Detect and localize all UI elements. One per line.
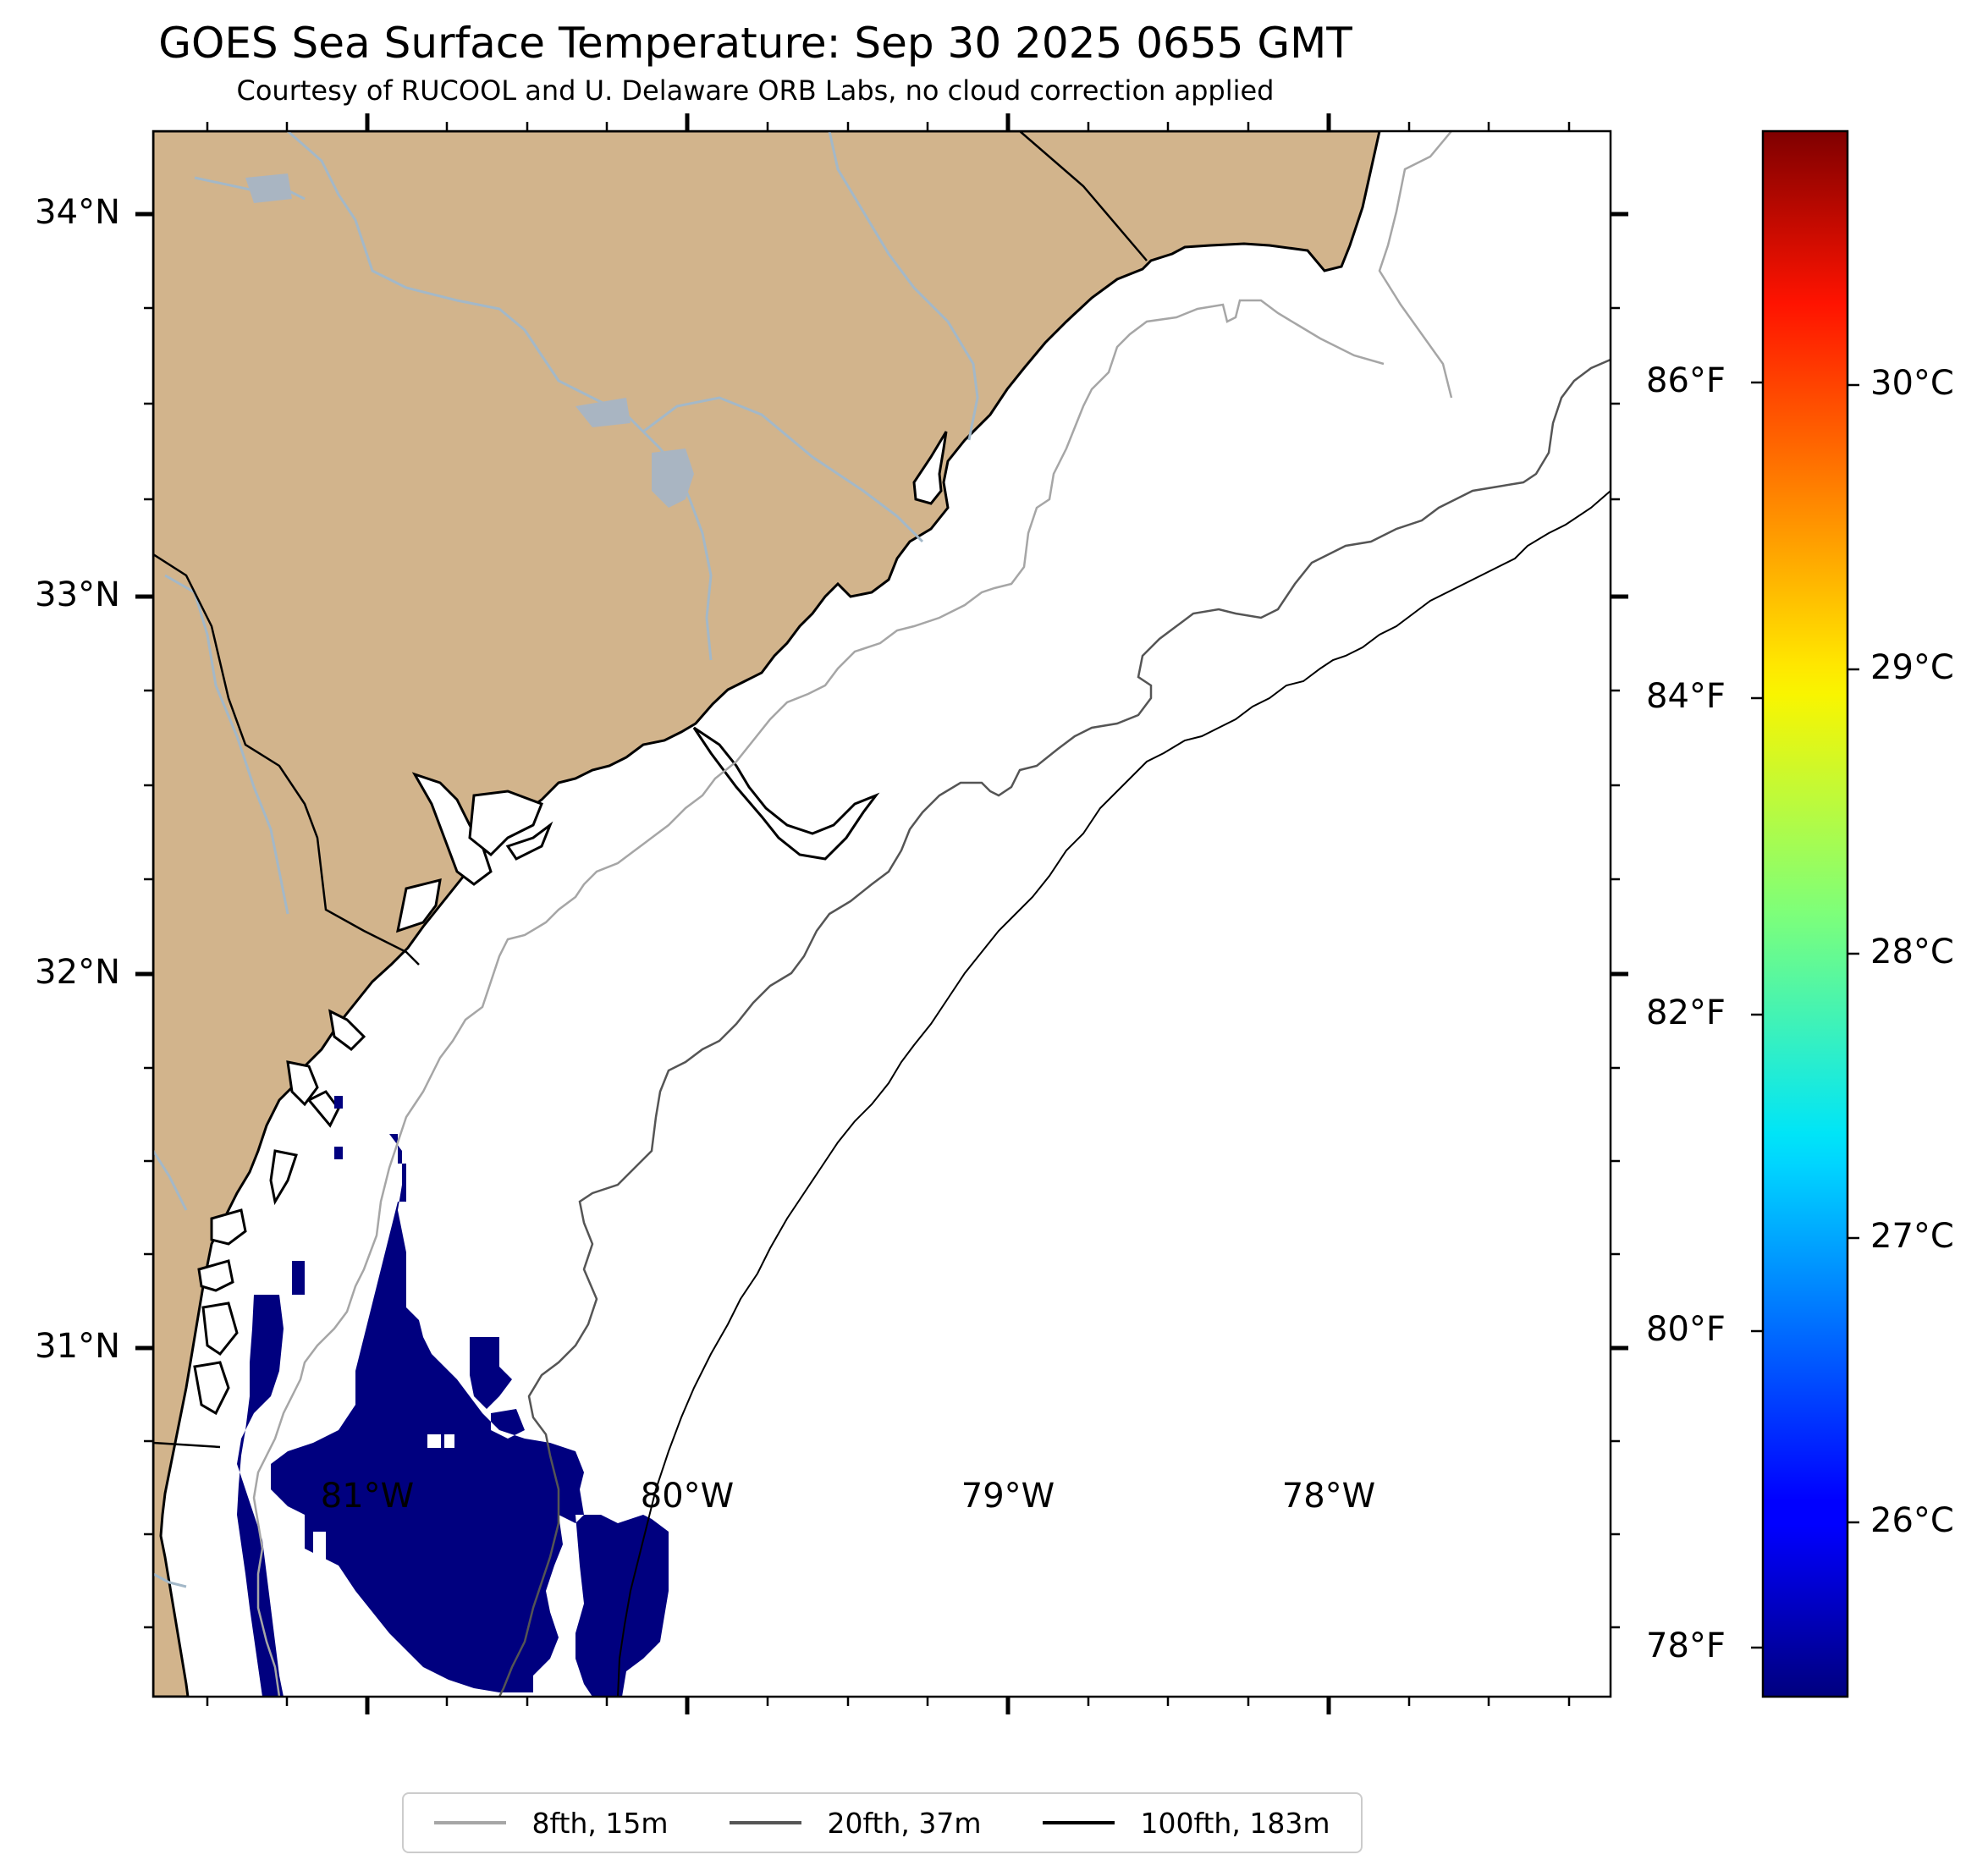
isobath-legend: 8fth, 15m 20fth, 37m 100fth, 183m	[402, 1792, 1363, 1853]
legend-swatch-100fth	[1043, 1821, 1115, 1824]
sst-data	[237, 1096, 669, 1697]
lat-label-31n: 31°N	[35, 1327, 120, 1366]
lat-label-32n: 32°N	[35, 953, 120, 992]
map-frame	[151, 129, 1612, 1698]
map-plot-area	[153, 131, 1611, 1697]
legend-item-8fth: 8fth, 15m	[434, 1806, 669, 1840]
legend-item-100fth: 100fth, 183m	[1043, 1807, 1330, 1840]
legend-label-8fth: 8fth, 15m	[531, 1806, 669, 1840]
colorbar-c-26: 26°C	[1870, 1501, 1954, 1540]
land-mass	[153, 131, 1381, 1697]
legend-label-20fth: 20fth, 37m	[827, 1806, 982, 1840]
colorbar-c-29: 29°C	[1870, 648, 1954, 687]
lat-label-33n: 33°N	[35, 575, 120, 614]
state-borders	[153, 131, 1148, 1449]
lon-label-78w: 78°W	[1281, 1477, 1376, 1516]
colorbar-f-86: 86°F	[1646, 361, 1726, 400]
lon-label-79w: 79°W	[961, 1477, 1055, 1516]
colorbar	[1761, 129, 1849, 1698]
colorbar-c-27: 27°C	[1870, 1217, 1954, 1256]
legend-swatch-8fth	[434, 1821, 507, 1824]
isobath-100fth	[617, 490, 1611, 1697]
isobath-20fth	[498, 358, 1611, 1697]
colorbar-c-30: 30°C	[1870, 364, 1954, 403]
isobath-8fth	[252, 131, 1453, 1697]
map-title: GOES Sea Surface Temperature: Sep 30 202…	[158, 19, 1352, 68]
lon-label-81w: 81°W	[320, 1477, 415, 1516]
legend-label-100fth: 100fth, 183m	[1140, 1806, 1330, 1840]
map-subtitle: Courtesy of RUCOOL and U. Delaware ORB L…	[236, 74, 1275, 107]
lon-label-80w: 80°W	[640, 1477, 735, 1516]
lat-label-34n: 34°N	[35, 193, 120, 232]
colorbar-c-28: 28°C	[1870, 933, 1954, 971]
colorbar-f-80: 80°F	[1646, 1310, 1726, 1349]
legend-item-20fth: 20fth, 37m	[730, 1807, 981, 1840]
colorbar-f-82: 82°F	[1646, 993, 1726, 1032]
legend-swatch-20fth	[730, 1821, 802, 1824]
colorbar-f-84: 84°F	[1646, 677, 1726, 716]
colorbar-f-78: 78°F	[1646, 1626, 1726, 1665]
